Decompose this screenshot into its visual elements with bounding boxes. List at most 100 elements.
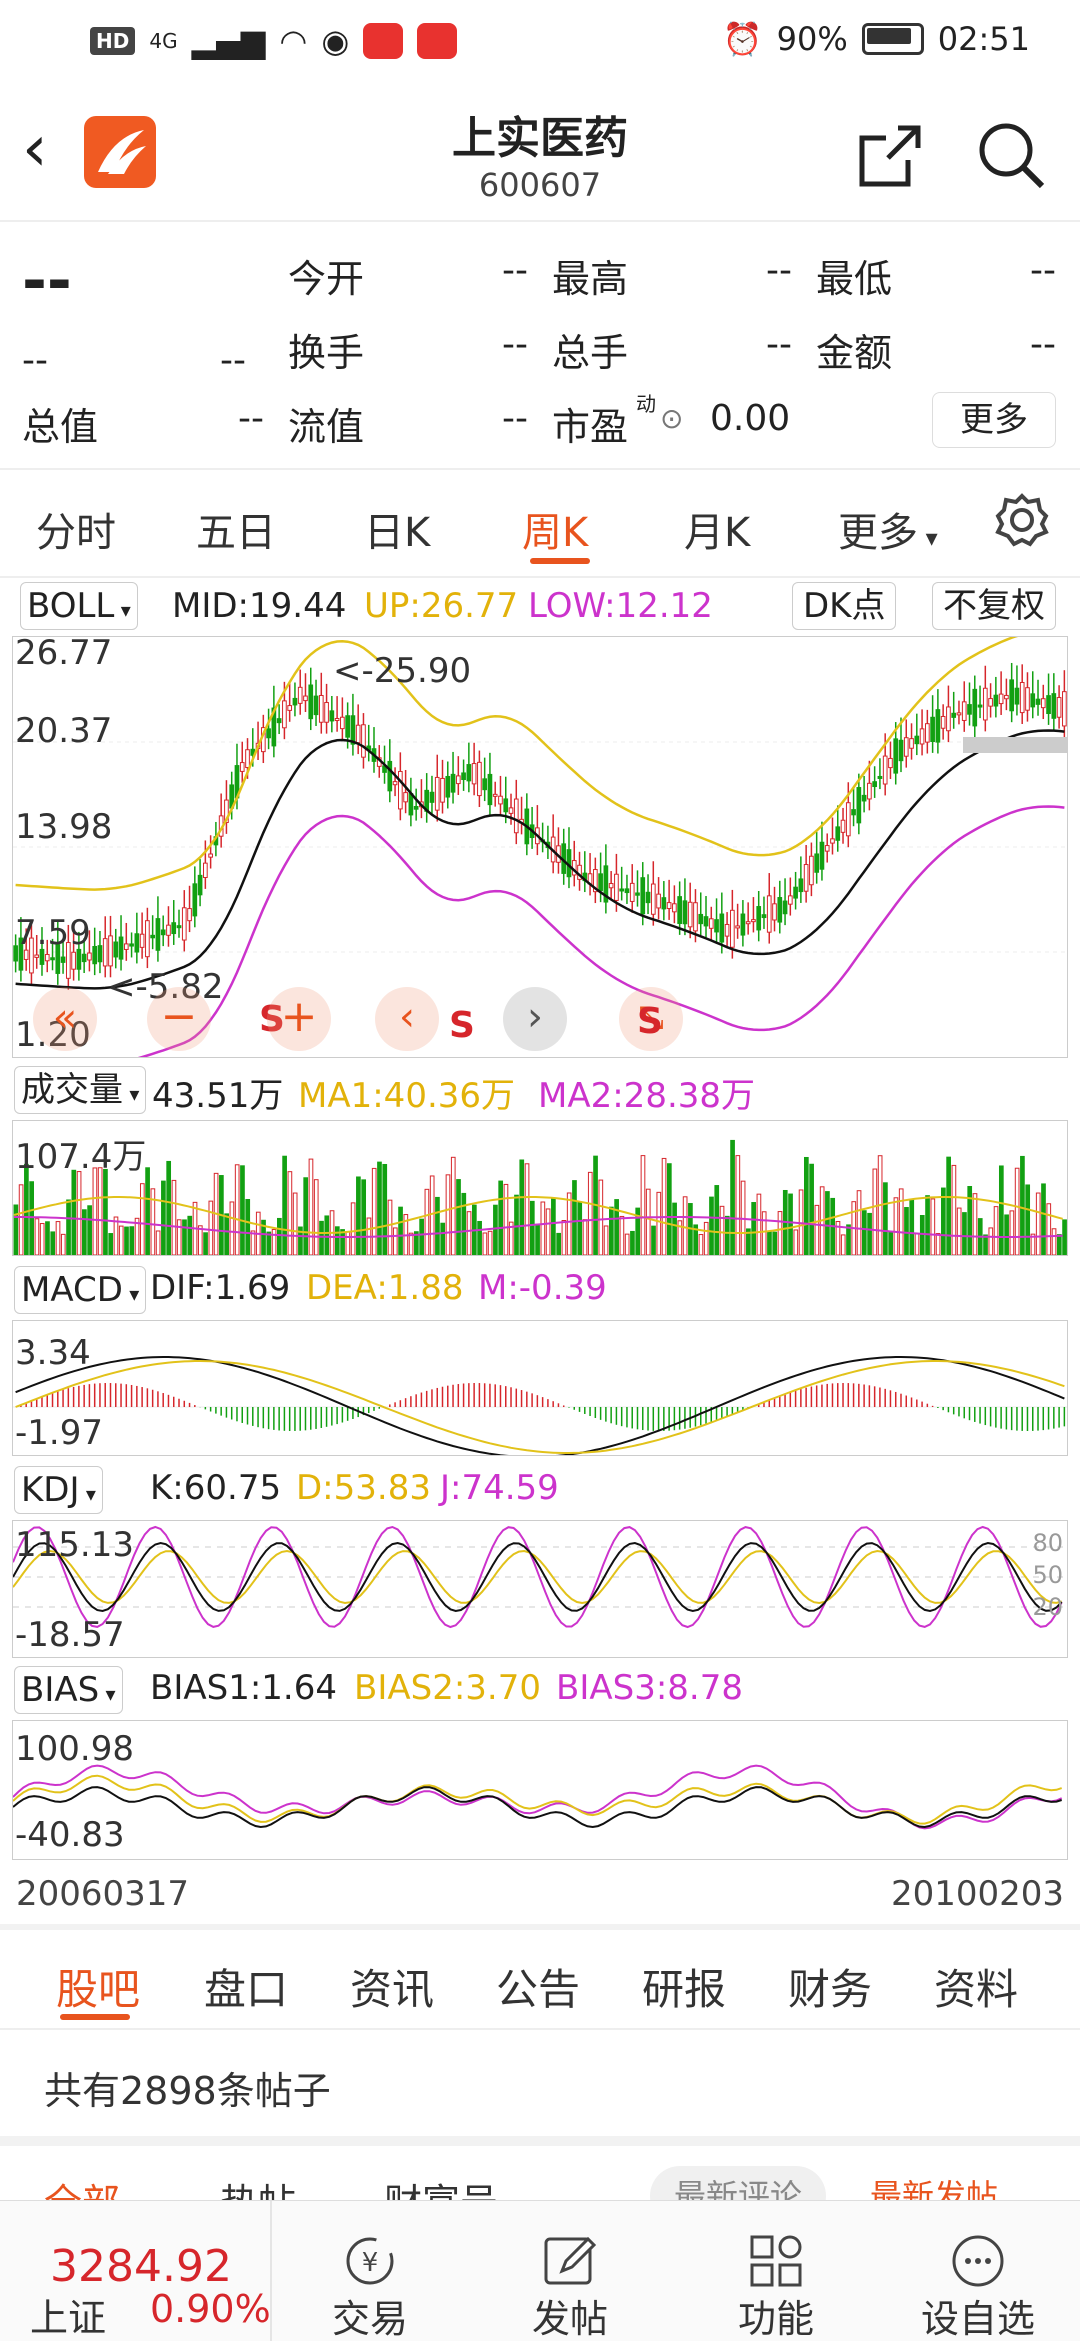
kdj-chart: 115.13 -18.57 80 50 20 [12,1520,1068,1658]
tab-daily-k[interactable]: 日K [364,510,431,556]
volume-bar [919,1215,925,1255]
app-notification-icon [363,23,404,59]
watchlist-icon[interactable] [908,2231,1048,2295]
indicator-selector-volume[interactable]: 成交量 ▾ [14,1066,147,1114]
volume-bar [18,1184,24,1255]
stock-code: 600607 [478,166,602,204]
candle-body [324,702,329,723]
indicator-selector-boll[interactable]: BOLL ▾ [20,582,138,630]
scroll-left-fast-icon[interactable]: « [33,987,97,1051]
reset-view-icon[interactable]: ⤡ [619,987,683,1051]
volume-bar [324,1215,330,1255]
bias-1: BIAS1:1.64 [150,1668,337,1708]
candle-body [819,841,825,870]
volume-bar [619,1215,625,1255]
zoom-in-icon[interactable]: + [267,987,331,1051]
candle-body [598,873,603,892]
volume-bar [292,1192,298,1255]
volume-bar [998,1165,1004,1255]
more-info-icon[interactable]: ⊙ [660,402,684,435]
volume-bar [893,1197,899,1255]
volume-bar [888,1231,894,1255]
tab-weekly-k[interactable]: 周K [522,510,589,556]
volume-bar [640,1155,646,1255]
candle-body [192,883,198,917]
candle-body [245,749,250,768]
candle-body [76,948,82,970]
nav-post[interactable]: 发帖 [531,2297,608,2341]
functions-icon[interactable] [706,2231,846,2295]
volume-bar [493,1204,498,1255]
candle-body [867,782,872,800]
alarm-icon: ⏰ [722,20,763,58]
indicator-selector-kdj[interactable]: KDJ ▾ [14,1466,103,1514]
candle-body [139,933,145,948]
trade-icon[interactable]: ¥ [300,2231,440,2295]
volume-bar [772,1231,778,1255]
volume-bar [777,1211,783,1255]
candle-body [1046,695,1051,715]
macd-y-top: 3.34 [15,1333,91,1373]
bias-y-top: 100.98 [15,1729,134,1769]
more-button[interactable]: 更多 [932,392,1056,448]
nav-add-watchlist[interactable]: 设自选 [920,2297,1035,2341]
kdj-k: K:60.75 [150,1468,282,1508]
post-count: 共有2898条帖子 [44,2069,331,2113]
candle-body [909,738,914,749]
tab-profile[interactable]: 资料 [934,1965,1019,2014]
dk-point-button[interactable]: DK点 [792,582,897,630]
high-label: 最高 [552,257,629,301]
candle-body [640,877,646,915]
tab-more[interactable]: 更多 ▾ [838,500,938,558]
tab-five-day[interactable]: 五日 [196,510,276,556]
volume-bar [751,1202,756,1255]
candle-body [903,737,909,757]
candle-body [751,919,756,923]
tab-news[interactable]: 资讯 [350,1965,435,2014]
kline-chart[interactable]: 26.77 20.37 13.98 7.59 1.20 <-25.90 <-5.… [12,636,1068,1058]
volume-bar [371,1167,377,1255]
scroll-right-icon[interactable]: › [503,987,567,1051]
index-value[interactable]: 3284.92 [50,2241,232,2292]
status-bar: HD 4G ▂▄▆ ◠ ◉ ⏰ 90% 02:51 [0,0,1080,84]
indicator-selector-macd[interactable]: MACD ▾ [14,1266,147,1314]
scroll-left-icon[interactable]: ‹ [375,987,439,1051]
battery-level: 90% [776,20,848,58]
search-icon[interactable] [976,120,1048,196]
candle-body [687,901,693,928]
volume-bar [55,1221,61,1255]
volume-bar [377,1161,382,1255]
candle-body [840,819,846,833]
fuquan-button[interactable]: 不复权 [932,582,1056,630]
tab-research[interactable]: 研报 [642,1965,727,2014]
candle-body [650,883,656,915]
volume-bar [13,1204,19,1255]
zoom-out-icon[interactable]: − [147,987,211,1051]
candle-body [656,893,661,909]
candle-body [113,941,119,958]
price-change: -- [22,340,48,381]
nav-trade[interactable]: 交易 [331,2297,408,2341]
settings-icon[interactable] [994,492,1050,552]
indicator-selector-bias[interactable]: BIAS ▾ [14,1666,123,1714]
page-title: 上实医药 [452,113,628,164]
tab-pankou[interactable]: 盘口 [204,1965,289,2014]
tab-monthly-k[interactable]: 月K [684,510,751,556]
share-icon[interactable] [858,124,922,192]
volume-bar [92,1167,98,1255]
volume-bar [556,1232,561,1255]
candle-body [81,953,87,963]
tab-minute[interactable]: 分时 [36,510,116,556]
volume-bar [203,1232,208,1255]
volume-bar [161,1180,166,1255]
post-icon[interactable] [500,2231,640,2295]
candle-body [271,707,277,747]
tab-announcements[interactable]: 公告 [496,1965,581,2014]
candle-body [308,684,314,720]
nav-functions[interactable]: 功能 [737,2297,814,2341]
svg-text:¥: ¥ [362,2248,379,2278]
back-icon[interactable]: ‹ [22,112,48,186]
tab-guba[interactable]: 股吧 [56,1965,141,2014]
volume-bar [1025,1184,1031,1255]
tab-finance[interactable]: 财务 [788,1965,873,2014]
